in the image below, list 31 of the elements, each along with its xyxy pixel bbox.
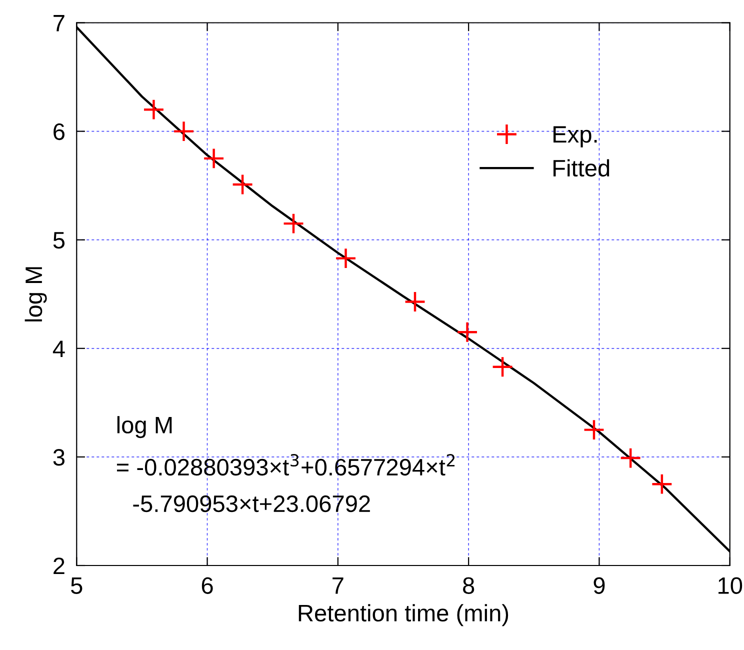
point (620, 447, 642, 469)
annotation: = -0.02880393×t$^{3}$+0.6577294×t$^{2}$ (116, 454, 455, 476)
annotation: -5.790953×t+23.06792 (133, 495, 370, 512)
point (232, 174, 254, 196)
y-tick-label: 2 (54, 558, 64, 574)
point (282, 212, 304, 234)
point (404, 290, 426, 313)
x-tick-label: 8 (463, 577, 474, 594)
y-tick-label: 4 (52, 340, 65, 357)
y-tick-label: 5 (53, 232, 65, 249)
y-tick-label: 6 (54, 123, 64, 140)
x-tick-label: 10 (718, 577, 742, 594)
point (202, 148, 225, 170)
point (456, 321, 478, 343)
point (583, 418, 605, 441)
y-tick-label: 3 (53, 449, 64, 466)
y-axis-title: log M (24, 267, 47, 322)
y-tick-label: 7 (54, 15, 64, 32)
x-tick-label: 6 (202, 577, 213, 594)
annotation: log M (117, 416, 172, 438)
point (651, 473, 673, 495)
x-tick-label: 7 (332, 577, 344, 594)
x-tick-label: 5 (71, 577, 82, 594)
point (172, 120, 195, 142)
point (334, 247, 357, 270)
x-axis-title: Retention time (min) (298, 604, 508, 626)
legend-label: Exp. (554, 126, 597, 148)
x-tick-label: 9 (594, 577, 605, 594)
point (492, 356, 514, 378)
legend-label: Fitted (554, 159, 610, 177)
point (142, 98, 165, 120)
